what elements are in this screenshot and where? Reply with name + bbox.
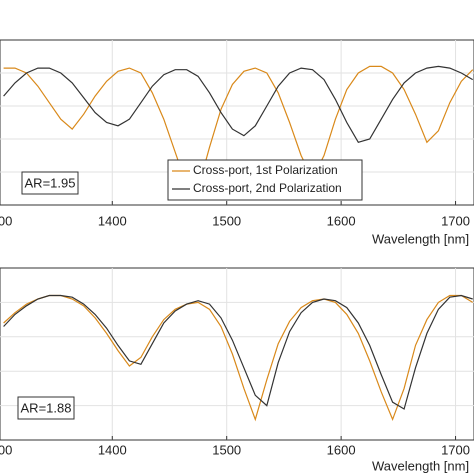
series-line — [3, 294, 473, 410]
x-tick-label: 1600 — [327, 442, 356, 457]
x-tick-label: 1400 — [98, 213, 127, 228]
legend-label: Cross-port, 1st Polarization — [193, 163, 338, 177]
x-tick-label: 1700 — [441, 213, 470, 228]
annotation: AR=1.95 — [25, 175, 76, 190]
legend-box — [167, 159, 363, 201]
annotation-box — [17, 396, 75, 420]
x-tick-label: 1300 — [0, 442, 12, 457]
series-line — [3, 65, 474, 144]
series-line — [3, 65, 474, 190]
x-axis-label: Wavelength [nm] — [372, 458, 469, 473]
x-axis-label: Wavelength [nm] — [372, 231, 469, 246]
x-tick-label: 1600 — [327, 213, 356, 228]
x-tick-label: 1300 — [0, 213, 12, 228]
legend-label: Cross-port, 2nd Polarization — [193, 181, 342, 195]
annotation-box — [21, 171, 79, 195]
lines — [3, 294, 474, 422]
annotation: AR=1.88 — [21, 400, 72, 415]
x-tick-label: 1500 — [212, 213, 241, 228]
series-line — [3, 294, 474, 422]
x-tick-label: 1700 — [441, 442, 470, 457]
x-tick-label: 1400 — [98, 442, 127, 457]
lines — [3, 65, 474, 190]
x-tick-label: 1500 — [212, 442, 241, 457]
